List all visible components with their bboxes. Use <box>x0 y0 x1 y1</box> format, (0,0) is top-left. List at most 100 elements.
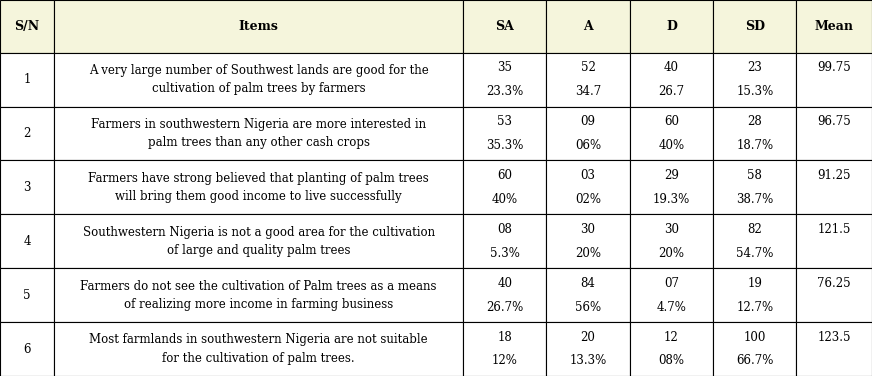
Bar <box>463 161 547 214</box>
Text: 123.5: 123.5 <box>817 331 851 344</box>
Text: of large and quality palm trees: of large and quality palm trees <box>167 244 351 257</box>
Text: 07: 07 <box>664 277 679 290</box>
Text: Southwestern Nigeria is not a good area for the cultivation: Southwestern Nigeria is not a good area … <box>83 226 435 239</box>
Text: A: A <box>583 20 593 33</box>
Text: 18: 18 <box>497 331 512 344</box>
Text: 2: 2 <box>24 127 31 140</box>
Bar <box>0 214 54 268</box>
Text: for the cultivation of palm trees.: for the cultivation of palm trees. <box>162 352 355 365</box>
Bar <box>630 322 713 376</box>
Bar <box>0 161 54 214</box>
Text: 30: 30 <box>581 223 596 236</box>
Text: D: D <box>666 20 677 33</box>
Bar <box>463 268 547 322</box>
Text: 3: 3 <box>24 181 31 194</box>
Bar <box>713 106 796 161</box>
Text: 08%: 08% <box>658 355 685 367</box>
Bar <box>547 161 630 214</box>
Bar <box>713 161 796 214</box>
Text: 60: 60 <box>664 115 679 128</box>
Text: palm trees than any other cash crops: palm trees than any other cash crops <box>147 136 370 149</box>
Text: 23: 23 <box>747 61 762 74</box>
Bar <box>796 0 872 53</box>
Text: 56%: 56% <box>575 300 601 314</box>
Text: 02%: 02% <box>576 193 601 206</box>
Text: 99.75: 99.75 <box>817 61 851 74</box>
Text: 19.3%: 19.3% <box>653 193 690 206</box>
Text: 6: 6 <box>24 343 31 356</box>
Text: 34.7: 34.7 <box>575 85 601 98</box>
Text: 91.25: 91.25 <box>817 169 851 182</box>
Text: SD: SD <box>745 20 765 33</box>
Text: 03: 03 <box>581 169 596 182</box>
Bar <box>713 268 796 322</box>
Text: 15.3%: 15.3% <box>736 85 773 98</box>
Text: 53: 53 <box>497 115 512 128</box>
Bar <box>547 322 630 376</box>
Text: SA: SA <box>495 20 514 33</box>
Bar <box>547 268 630 322</box>
Bar <box>547 0 630 53</box>
Text: 54.7%: 54.7% <box>736 247 773 260</box>
Text: cultivation of palm trees by farmers: cultivation of palm trees by farmers <box>152 82 365 95</box>
Text: 08: 08 <box>497 223 512 236</box>
Text: 66.7%: 66.7% <box>736 355 773 367</box>
Text: 28: 28 <box>747 115 762 128</box>
Bar <box>54 268 463 322</box>
Text: 4.7%: 4.7% <box>657 300 686 314</box>
Text: 100: 100 <box>744 331 766 344</box>
Text: 82: 82 <box>747 223 762 236</box>
Bar <box>0 53 54 106</box>
Bar <box>54 106 463 161</box>
Bar <box>463 214 547 268</box>
Bar <box>54 214 463 268</box>
Bar <box>630 53 713 106</box>
Bar <box>796 53 872 106</box>
Bar <box>547 214 630 268</box>
Bar <box>463 106 547 161</box>
Text: A very large number of Southwest lands are good for the: A very large number of Southwest lands a… <box>89 64 428 77</box>
Bar <box>713 322 796 376</box>
Text: S/N: S/N <box>15 20 40 33</box>
Text: 5.3%: 5.3% <box>490 247 520 260</box>
Bar <box>463 322 547 376</box>
Text: 26.7%: 26.7% <box>487 300 523 314</box>
Text: will bring them good income to live successfully: will bring them good income to live succ… <box>115 190 402 203</box>
Bar <box>796 322 872 376</box>
Text: 23.3%: 23.3% <box>487 85 523 98</box>
Text: 26.7: 26.7 <box>658 85 685 98</box>
Text: 35: 35 <box>497 61 512 74</box>
Text: Mean: Mean <box>814 20 854 33</box>
Text: Farmers in southwestern Nigeria are more interested in: Farmers in southwestern Nigeria are more… <box>92 118 426 131</box>
Bar <box>630 268 713 322</box>
Bar <box>630 106 713 161</box>
Text: of realizing more income in farming business: of realizing more income in farming busi… <box>124 298 393 311</box>
Bar <box>463 53 547 106</box>
Text: 38.7%: 38.7% <box>736 193 773 206</box>
Text: 30: 30 <box>664 223 679 236</box>
Text: Farmers do not see the cultivation of Palm trees as a means: Farmers do not see the cultivation of Pa… <box>80 279 437 293</box>
Text: 40%: 40% <box>492 193 518 206</box>
Text: 40%: 40% <box>658 139 685 152</box>
Text: 1: 1 <box>24 73 31 86</box>
Bar <box>54 53 463 106</box>
Text: Items: Items <box>239 20 279 33</box>
Bar <box>796 214 872 268</box>
Text: 12%: 12% <box>492 355 518 367</box>
Text: 96.75: 96.75 <box>817 115 851 128</box>
Bar <box>713 53 796 106</box>
Text: 09: 09 <box>581 115 596 128</box>
Text: 58: 58 <box>747 169 762 182</box>
Text: 20: 20 <box>581 331 596 344</box>
Bar <box>54 322 463 376</box>
Bar <box>796 161 872 214</box>
Bar <box>0 268 54 322</box>
Bar <box>630 214 713 268</box>
Bar <box>0 0 54 53</box>
Text: 76.25: 76.25 <box>817 277 851 290</box>
Bar <box>0 322 54 376</box>
Text: 5: 5 <box>24 289 31 302</box>
Bar <box>796 268 872 322</box>
Text: 29: 29 <box>664 169 679 182</box>
Text: 12: 12 <box>664 331 678 344</box>
